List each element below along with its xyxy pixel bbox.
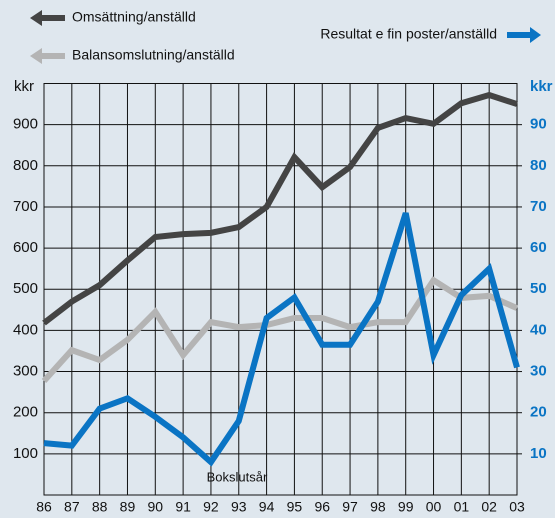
x-tick-label: 99 [398, 499, 414, 515]
y2-axis-label: kkr [530, 78, 553, 95]
x-tick-label: 91 [175, 499, 191, 515]
y2-tick-label: 90 [530, 116, 547, 133]
x-tick-label: 93 [231, 499, 247, 515]
y2-tick-label: 10 [530, 445, 547, 462]
legend-label: Omsättning/anställd [72, 9, 196, 25]
y2-tick-label: 50 [530, 280, 547, 297]
series-line [42, 91, 518, 326]
x-tick-label: 02 [481, 499, 497, 515]
y-tick-label: 300 [13, 363, 38, 380]
x-tick-label: 90 [148, 499, 164, 515]
y-tick-label: 200 [13, 404, 38, 421]
y-tick-label: 900 [13, 116, 38, 133]
y2-tick-label: 20 [530, 404, 547, 421]
y-axis-label: kkr [14, 78, 34, 95]
x-tick-label: 00 [426, 499, 442, 515]
x-tick-label: 98 [370, 499, 386, 515]
x-tick-label: 97 [342, 499, 358, 515]
x-tick-label: 86 [36, 499, 52, 515]
y-tick-label: 100 [13, 445, 38, 462]
legend-arrow [30, 10, 65, 26]
x-tick-label: 95 [287, 499, 303, 515]
y-tick-label: 400 [13, 321, 38, 338]
legend-arrow [30, 48, 65, 64]
x-tick-label: 96 [314, 499, 330, 515]
y-tick-label: 800 [13, 157, 38, 174]
series-line [41, 276, 519, 384]
y2-tick-label: 80 [530, 157, 547, 174]
x-tick-label: 03 [509, 499, 525, 515]
y2-tick-label: 60 [530, 239, 547, 256]
x-tick-label: 88 [92, 499, 108, 515]
y2-tick-label: 40 [530, 321, 547, 338]
legend-arrow [507, 27, 541, 43]
x-tick-label: 87 [64, 499, 80, 515]
legend-label: Resultat e fin poster/anställd [320, 26, 497, 42]
x-tick-label: 92 [203, 499, 219, 515]
x-tick-label: 01 [454, 499, 470, 515]
y-tick-label: 600 [13, 239, 38, 256]
annotation: Bokslutsår [207, 469, 268, 484]
y2-tick-label: 30 [530, 363, 547, 380]
x-tick-label: 94 [259, 499, 275, 515]
series-line [43, 212, 520, 467]
x-tick-label: 89 [120, 499, 136, 515]
legend-label: Balansomslutning/anställd [72, 47, 235, 63]
y-tick-label: 500 [13, 280, 38, 297]
y2-tick-label: 70 [530, 198, 547, 215]
y-tick-label: 700 [13, 198, 38, 215]
